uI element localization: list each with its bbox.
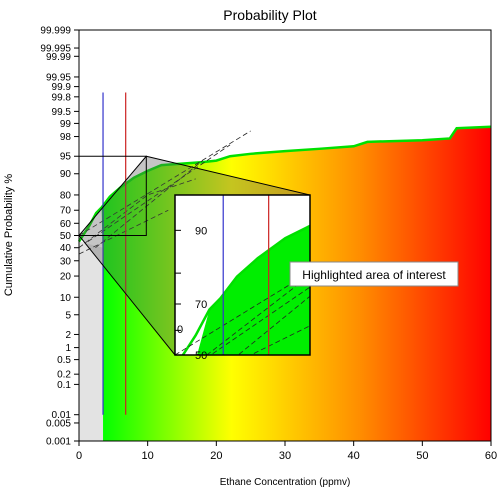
y-tick-label: 0.001 <box>46 437 71 448</box>
cumulative-curve <box>77 125 492 243</box>
y-tick-label: 80 <box>60 190 72 201</box>
confidence-band-line <box>78 130 251 236</box>
y-tick-label: 60 <box>60 219 72 230</box>
y-axis-label: Cumulative Probability % <box>3 174 15 296</box>
y-tick-label: 50 <box>60 231 72 242</box>
y-tick-label: 98 <box>60 132 72 143</box>
highlight-box <box>78 155 147 237</box>
y-tick-label: 95 <box>60 152 72 163</box>
x-axis-label: Ethane Concentration (ppmv) <box>220 477 351 488</box>
y-tick-label: 20 <box>60 272 72 283</box>
y-tick-label: 0.1 <box>57 380 71 391</box>
y-tick-label: 99.5 <box>52 107 72 118</box>
y-tick-label: 90 <box>60 169 72 180</box>
x-tick-label: 10 <box>142 450 154 462</box>
confidence-band-line <box>87 144 231 242</box>
inset-y-tick-label: 90 <box>195 225 207 237</box>
x-axis: 0 10 20 30 40 50 60 <box>76 441 497 462</box>
titles: Probability Plot Ethane Concentration (p… <box>3 7 350 488</box>
inset-plot <box>175 195 310 355</box>
y-tick-label: 99.9 <box>52 82 72 93</box>
y-tick-label: 70 <box>60 206 72 217</box>
y-tick-label: 99.999 <box>40 26 71 37</box>
y-tick-label: 99.995 <box>40 44 71 55</box>
y-tick-label: 40 <box>60 243 72 254</box>
inset-y-tick-label: 70 <box>195 299 207 311</box>
annotation-callout: Highlighted area of interest <box>289 261 459 287</box>
inset-band-line <box>175 271 310 355</box>
inset-area <box>197 224 310 355</box>
y-tick-label: 10 <box>60 293 72 304</box>
y-tick-label: 99 <box>60 119 72 130</box>
y-tick-label: 1 <box>65 343 71 354</box>
annotation-text: Highlighted area of interest <box>302 268 446 282</box>
inset-band-line <box>249 325 310 355</box>
inset-curve <box>181 224 310 355</box>
inset-x-tick-label: 0 <box>177 324 183 336</box>
y-tick-label: 0.2 <box>57 370 71 381</box>
y-tick-label: 0.01 <box>52 410 72 421</box>
y-tick-label: 30 <box>60 256 72 267</box>
x-tick-label: 20 <box>210 450 222 462</box>
inset-band-line <box>206 274 310 355</box>
y-tick-label: 0.005 <box>46 418 71 429</box>
x-tick-label: 30 <box>279 450 291 462</box>
y-tick-label: 99.8 <box>52 92 72 103</box>
y-tick-label: 99.95 <box>46 72 71 83</box>
lower-region <box>79 241 104 441</box>
x-tick-label: 50 <box>416 450 428 462</box>
confidence-band-line <box>95 160 203 249</box>
y-tick-label: 5 <box>65 310 71 321</box>
confidence-band-line <box>78 178 196 249</box>
y-tick-label: 99.99 <box>46 52 71 63</box>
x-tick-label: 60 <box>485 450 497 462</box>
y-tick-label: 0.5 <box>57 355 71 366</box>
confidence-band-line <box>78 209 169 255</box>
annotation-box <box>289 261 459 287</box>
inset-zoom: 50 70 90 0 Highlighted area of interest <box>78 155 459 362</box>
x-tick-label: 0 <box>76 450 82 462</box>
inset-y-tick-label: 50 <box>195 350 207 362</box>
y-tick-label: 2 <box>65 330 71 341</box>
x-tick-label: 40 <box>348 450 360 462</box>
inset-band-line <box>210 286 310 355</box>
chart-title: Probability Plot <box>223 7 316 23</box>
